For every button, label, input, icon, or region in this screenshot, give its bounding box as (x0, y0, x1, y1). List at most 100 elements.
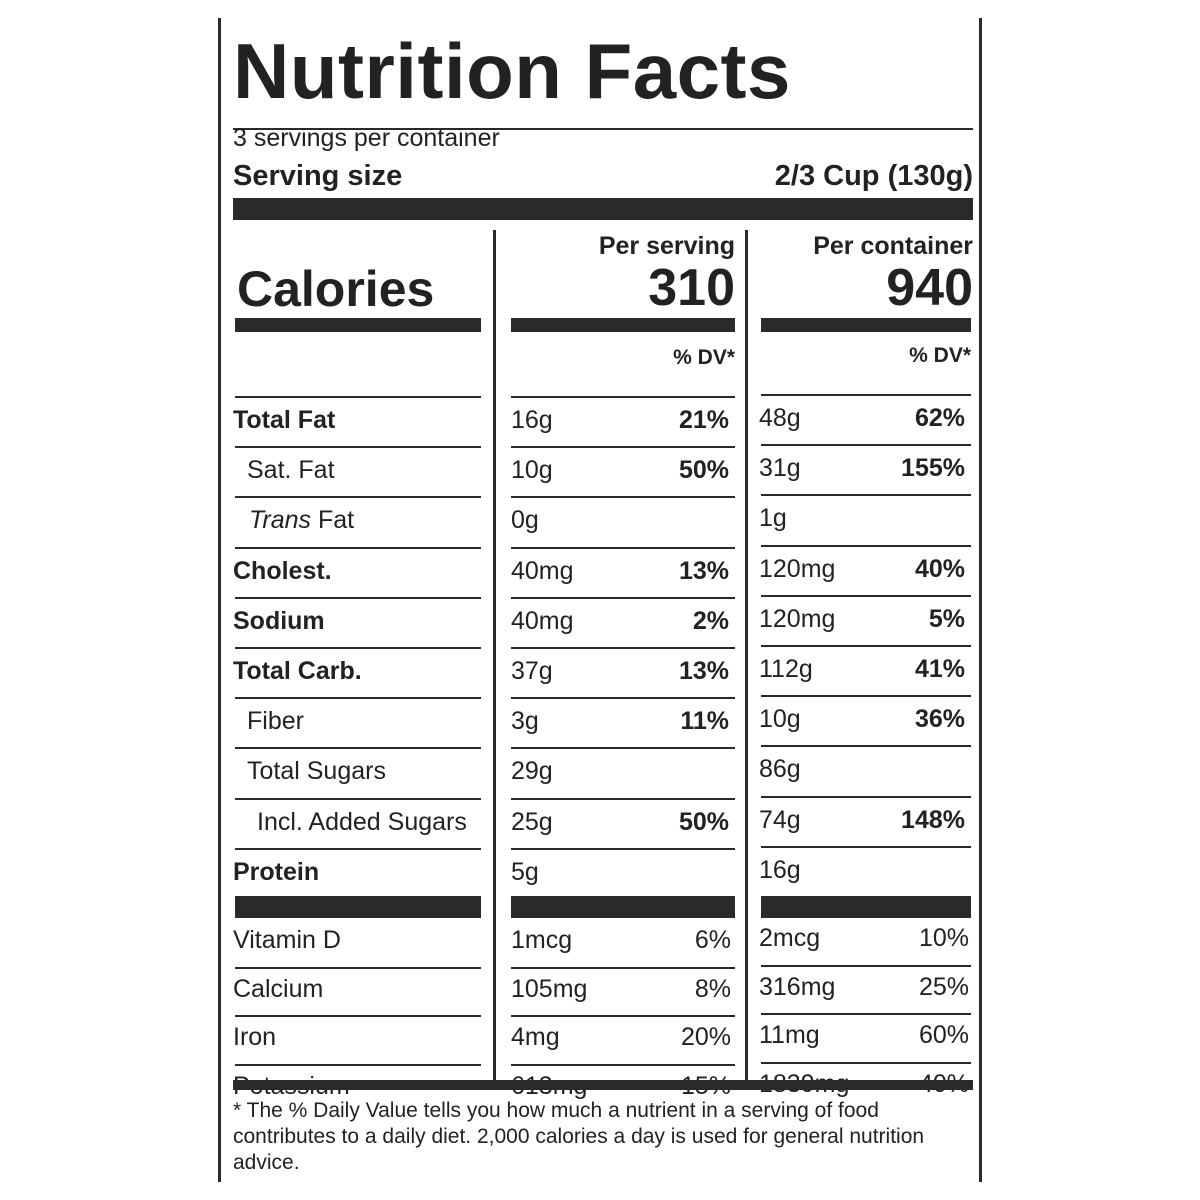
row-separator (761, 845, 971, 848)
row-separator (761, 394, 971, 396)
container-amount: 48g (759, 404, 801, 432)
serving-amount: 16g (511, 406, 553, 434)
serving-dv: 13% (678, 657, 729, 685)
row-separator (235, 747, 481, 750)
row-separator (235, 847, 481, 850)
container-amount: 16g (759, 855, 801, 884)
container-amount: 74g (759, 805, 801, 834)
row-separator (511, 546, 735, 549)
row-separator (761, 964, 971, 967)
nutrient-name-main: Sodium (233, 606, 325, 635)
nutrient-name: Trans Fat (249, 506, 354, 535)
container-dv: 62% (914, 404, 965, 432)
vitamin-name: Calcium (233, 974, 324, 1003)
row-separator (235, 966, 481, 969)
serving-amount: 5g (511, 857, 539, 886)
thick-divider-top (233, 198, 973, 220)
row-separator (511, 797, 735, 800)
vitamin-name: Iron (233, 1023, 277, 1052)
nutrient-name-main: Total Fat (233, 406, 336, 434)
serving-dv: 50% (678, 456, 729, 485)
container-amount: 112g (759, 655, 813, 683)
row-separator (235, 496, 481, 499)
vitamin-bar-3 (761, 896, 971, 918)
container-dv: 148% (901, 805, 965, 834)
row-separator (235, 1015, 481, 1018)
nutrient-name: Total Fat (233, 406, 335, 435)
calories-bar-3 (761, 318, 971, 332)
column-divider-1 (493, 230, 496, 1088)
row-separator (511, 1015, 735, 1018)
nutrient-name-main: Trans (249, 506, 312, 535)
serving-amount: 0g (511, 506, 539, 535)
container-amount: 2mcg (759, 924, 821, 952)
row-separator (761, 1013, 971, 1016)
serving-size-label: Serving size (233, 160, 403, 192)
dv-header-container: % DV* (909, 344, 971, 367)
label-title: Nutrition Facts (233, 27, 791, 115)
nutrient-name: Cholest. (233, 557, 332, 586)
container-amount: 10g (759, 705, 801, 734)
calories-bar-2 (511, 318, 735, 332)
serving-amount: 10g (511, 456, 553, 485)
container-amount: 11mg (759, 1021, 820, 1050)
nutrient-name: Incl. Added Sugars (257, 808, 467, 837)
row-separator (511, 847, 735, 850)
serving-dv: 11% (680, 707, 729, 736)
container-amount: 120mg (759, 604, 836, 633)
nutrient-name: Protein (233, 858, 319, 887)
nutrient-name-main: Protein (233, 857, 320, 886)
nutrient-name-main: Total Sugars (247, 757, 386, 786)
row-separator (235, 396, 481, 398)
serving-amount: 4mg (511, 1023, 560, 1052)
row-separator (511, 647, 735, 649)
nutrient-name: Total Sugars (247, 757, 386, 786)
container-amount: 1g (759, 504, 787, 533)
row-separator (511, 966, 735, 969)
serving-size-value: 2/3 Cup (130g) (774, 160, 973, 192)
calories-per-container: 940 (886, 259, 973, 317)
nutrient-name: Fiber (247, 707, 304, 736)
container-dv: 155% (901, 454, 965, 483)
thick-divider-bottom (233, 1080, 973, 1090)
serving-amount: 40mg (511, 606, 574, 635)
container-amount: 120mg (759, 554, 836, 583)
container-amount: 86g (759, 755, 801, 784)
row-separator (761, 444, 971, 447)
row-separator (761, 594, 971, 597)
row-separator (235, 797, 481, 800)
container-dv: 60% (918, 1021, 969, 1050)
nutrient-name-main: Incl. Added Sugars (257, 807, 467, 836)
calories-bar-1 (235, 318, 481, 332)
serving-dv: 8% (694, 974, 731, 1003)
serving-amount: 105mg (511, 974, 588, 1003)
container-dv: 10% (918, 924, 969, 952)
vitamin-name: Vitamin D (233, 926, 341, 954)
row-separator (511, 1063, 735, 1066)
column-divider-2 (745, 230, 748, 1088)
row-separator (511, 396, 735, 398)
row-separator (235, 647, 481, 649)
serving-dv: 20% (680, 1023, 731, 1052)
row-separator (761, 1061, 971, 1064)
calories-per-serving: 310 (648, 259, 735, 317)
serving-amount: 3g (511, 707, 539, 736)
per-container-header: Per container (813, 232, 973, 260)
row-separator (235, 546, 481, 549)
container-dv: 41% (914, 655, 965, 683)
nutrient-name: Sat. Fat (247, 456, 335, 485)
row-separator (235, 697, 481, 700)
container-dv: 36% (914, 705, 965, 734)
title-divider (233, 128, 973, 130)
footnote: * The % Daily Value tells you how much a… (233, 1099, 925, 1174)
nutrient-name-main: Cholest. (233, 556, 332, 585)
row-separator (511, 496, 735, 499)
vitamin-bar-1 (235, 896, 481, 918)
nutrient-name-main: Sat. Fat (247, 456, 335, 485)
container-amount: 31g (759, 454, 801, 483)
row-separator (235, 1063, 481, 1066)
serving-dv: 6% (694, 926, 731, 954)
serving-amount: 25g (511, 807, 553, 836)
container-dv: 5% (928, 604, 965, 633)
row-separator (511, 596, 735, 599)
